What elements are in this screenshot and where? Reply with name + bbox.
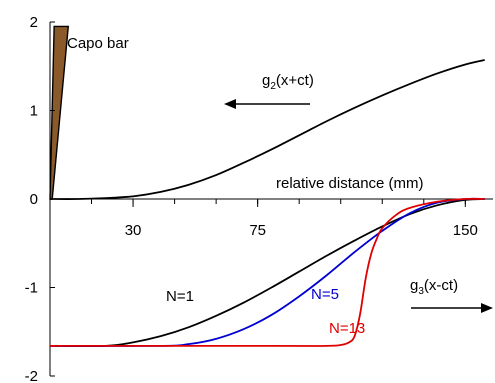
y-tick-label: -1	[25, 280, 38, 297]
series-n13-curve	[50, 197, 485, 347]
series-n5-curve	[49, 197, 485, 347]
series-n1-curve	[49, 198, 485, 348]
series-g2-curve	[49, 59, 485, 200]
y-tick-label: 2	[30, 14, 38, 31]
g3-label-base: g	[410, 277, 418, 294]
series-label-n1: N=1	[166, 288, 194, 305]
g3-arrow-head	[481, 303, 493, 313]
x-axis-label: relative distance (mm)	[276, 175, 424, 192]
y-tick-label: 0	[30, 191, 38, 208]
g3-label-sub: 3	[418, 286, 424, 297]
g2-label-base: g	[262, 72, 270, 89]
capo-bar-label: Capo bar	[67, 35, 129, 52]
y-tick-label: 1	[30, 103, 38, 120]
g2-arrow-head	[224, 99, 236, 109]
x-tick-label: 75	[249, 222, 266, 239]
capo-bar-shape	[49, 25, 70, 200]
series-label-n13: N=13	[329, 320, 365, 337]
series-label-n5: N=5	[311, 286, 339, 303]
g2-label-rest: (x+ct)	[276, 72, 314, 89]
g2-label-sub: 2	[270, 81, 276, 92]
g3-label-rest: (x-ct)	[424, 277, 458, 294]
g3-label: g3(x-ct)	[410, 277, 458, 297]
x-tick-label: 150	[453, 222, 478, 239]
g2-label: g2(x+ct)	[262, 72, 314, 92]
y-tick-label: -2	[25, 368, 38, 383]
x-tick-label: 30	[125, 222, 142, 239]
